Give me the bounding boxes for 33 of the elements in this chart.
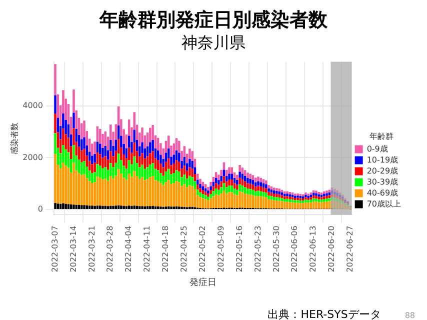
x-tick-label: 2022-03-07 [50,226,60,272]
x-tick-label: 2022-03-21 [87,226,96,272]
legend-label: 40-69歳 [366,188,398,198]
chart-subtitle: 神奈川県 [180,32,246,54]
y-axis-title: 感染者数 [10,122,19,154]
x-tick-label: 2022-04-25 [180,226,189,272]
x-tick-label: 2022-04-04 [124,226,134,272]
legend-label: 10-19歳 [366,155,398,164]
x-tick-label: 2022-03-28 [106,226,115,272]
legend-label: 20-29歳 [366,166,398,176]
y-tick-label: 2000 [22,152,43,162]
legend-label: 30-39歳 [366,177,398,186]
x-tick-label: 2022-05-30 [272,226,281,272]
x-tick-label: 2022-03-14 [68,226,78,272]
x-tick-label: 2022-06-06 [290,226,300,272]
source-note: 出典：HER-SYSデータ [268,307,381,320]
x-tick-label: 2022-05-09 [216,226,226,272]
x-tick-label: 2022-05-02 [198,226,207,272]
text: 88 [404,311,415,320]
x-axis-title: 発症日 [189,276,216,288]
x-tick-label: 2022-06-13 [308,226,318,272]
legend-label: 70歳以上 [366,199,402,208]
x-tick-label: 2022-05-23 [253,226,262,272]
x-tick-label: 2022-04-18 [161,226,170,272]
y-tick-label: 4000 [22,100,43,110]
legend-label: 0-9歳 [366,144,388,154]
chart-title: 年齢群別発症日別感染者数 [98,8,328,32]
y-tick-label: 0 [38,204,43,214]
x-tick-label: 2022-05-16 [234,226,244,272]
x-tick-label: 2022-06-20 [327,226,336,272]
x-tick-label: 2022-04-11 [142,226,152,272]
legend-title: 年齢群 [369,132,394,141]
x-tick-label: 2022-06-27 [346,226,355,272]
